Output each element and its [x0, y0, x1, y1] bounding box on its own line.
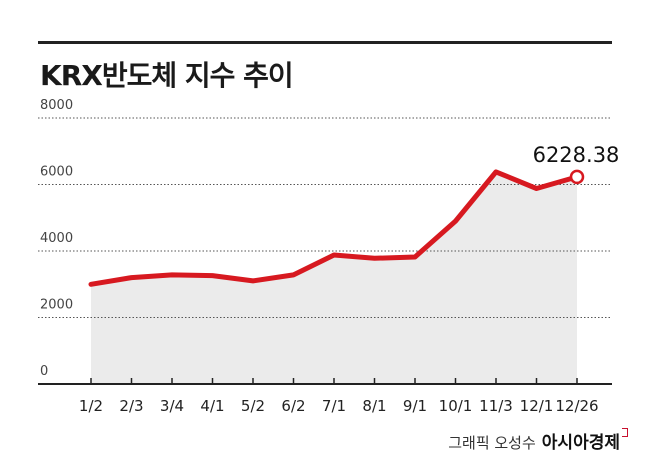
value-annotation: 6228.38: [533, 143, 620, 167]
y-tick-label: 4000: [40, 231, 73, 246]
top-rule: [38, 41, 612, 44]
x-tick-label: 5/2: [241, 397, 265, 415]
x-tick-label: 11/3: [479, 397, 513, 415]
x-tick-label: 4/1: [200, 397, 224, 415]
x-tick-label: 9/1: [403, 397, 427, 415]
x-tick-label: 1/2: [79, 397, 103, 415]
y-tick-label: 0: [40, 364, 48, 379]
area-fill: [91, 171, 577, 384]
y-tick-label: 6000: [40, 165, 73, 180]
x-tick-label: 2/3: [119, 397, 143, 415]
x-tick-label: 10/1: [439, 397, 473, 415]
data-point: [569, 169, 585, 185]
x-tick-label: 7/1: [322, 397, 346, 415]
chart-title: KRX반도체 지수 추이: [40, 59, 294, 92]
x-tick-label: 8/1: [362, 397, 386, 415]
x-tick-label: 12/1: [520, 397, 554, 415]
credit: 그래픽 오성수 아시아경제: [448, 428, 628, 453]
credit-graphic: 그래픽 오성수: [448, 434, 536, 452]
x-tick-label: 6/2: [281, 397, 305, 415]
y-tick-label: 2000: [40, 298, 73, 313]
x-tick-label: 12/26: [555, 397, 598, 415]
brand-mark-icon: [622, 428, 628, 437]
credit-brand: 아시아경제: [541, 433, 620, 453]
y-tick-label: 8000: [40, 98, 73, 113]
x-tick-label: 3/4: [160, 397, 184, 415]
